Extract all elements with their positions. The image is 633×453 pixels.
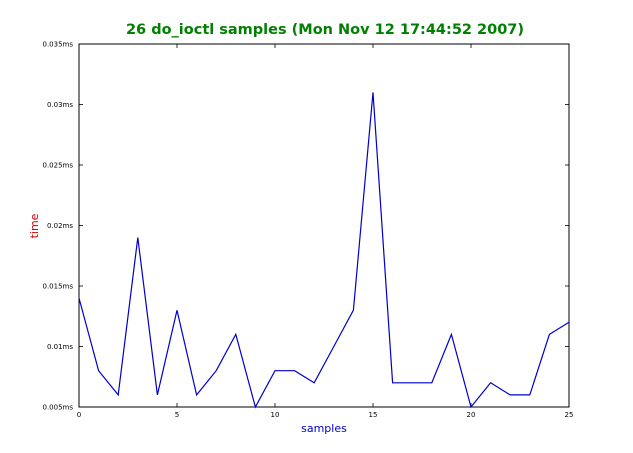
y-tick-label: 0.02ms [47, 222, 73, 230]
y-tick-label: 0.035ms [42, 41, 73, 49]
y-tick-label: 0.025ms [42, 162, 73, 170]
x-tick-label: 5 [175, 411, 179, 419]
chart-title: 26 do_ioctl samples (Mon Nov 12 17:44:52… [126, 22, 524, 38]
y-tick-label: 0.015ms [42, 283, 73, 291]
x-tick-label: 10 [271, 411, 280, 419]
x-axis-label: samples [301, 422, 347, 435]
x-tick-label: 0 [77, 411, 81, 419]
x-tick-label: 25 [565, 411, 574, 419]
y-axis-label: time [28, 213, 41, 238]
x-tick-label: 15 [369, 411, 378, 419]
plot-frame [78, 43, 570, 408]
series-line [78, 92, 570, 409]
x-tick-label: 20 [467, 411, 476, 419]
y-tick-label: 0.01ms [47, 343, 73, 351]
tick-labels-group: 0 5 10 15 20 25 0.005ms 0.01ms 0.015ms 0.02ms 0.02… [42, 41, 573, 420]
y-tick-label: 0.005ms [42, 404, 73, 412]
y-tick-label: 0.03ms [47, 101, 73, 109]
